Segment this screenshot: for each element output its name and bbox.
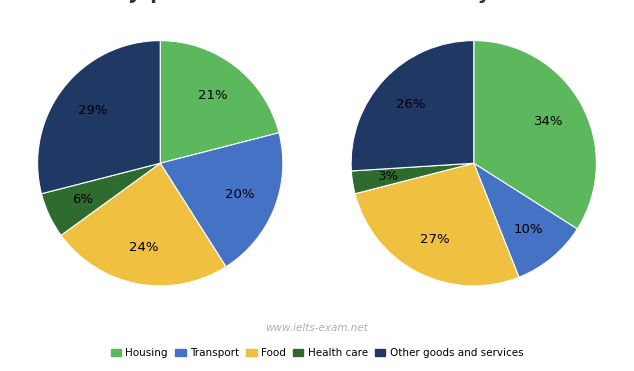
Text: 29%: 29%	[77, 104, 107, 117]
Title: Malaysia: Malaysia	[426, 0, 522, 3]
Text: 26%: 26%	[396, 98, 426, 111]
Wedge shape	[61, 163, 226, 286]
Wedge shape	[37, 40, 160, 194]
Title: Japan: Japan	[130, 0, 191, 3]
Text: 24%: 24%	[129, 241, 159, 254]
Text: 20%: 20%	[225, 188, 255, 201]
Wedge shape	[355, 163, 519, 286]
Legend: Housing, Transport, Food, Health care, Other goods and services: Housing, Transport, Food, Health care, O…	[107, 344, 527, 362]
Text: www.ielts-exam.net: www.ielts-exam.net	[266, 324, 368, 333]
Wedge shape	[41, 163, 160, 235]
Text: 3%: 3%	[378, 170, 399, 183]
Text: 21%: 21%	[198, 89, 228, 102]
Wedge shape	[160, 40, 279, 163]
Wedge shape	[474, 163, 578, 277]
Text: 34%: 34%	[534, 115, 564, 128]
Text: 10%: 10%	[514, 223, 543, 236]
Wedge shape	[160, 133, 283, 267]
Wedge shape	[474, 40, 597, 229]
Text: 27%: 27%	[420, 233, 450, 246]
Wedge shape	[351, 40, 474, 171]
Wedge shape	[351, 163, 474, 194]
Text: 6%: 6%	[72, 193, 93, 206]
